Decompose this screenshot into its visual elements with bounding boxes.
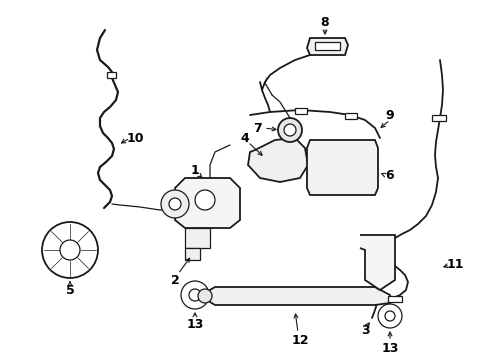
Polygon shape xyxy=(307,38,348,55)
Circle shape xyxy=(195,190,215,210)
Bar xyxy=(388,296,402,302)
Circle shape xyxy=(378,304,402,328)
Text: 10: 10 xyxy=(126,131,144,144)
Bar xyxy=(315,42,340,50)
Circle shape xyxy=(189,289,201,301)
Circle shape xyxy=(284,124,296,136)
Text: 13: 13 xyxy=(381,342,399,355)
Text: 9: 9 xyxy=(386,108,394,122)
Text: 1: 1 xyxy=(191,163,199,176)
Text: 12: 12 xyxy=(291,333,309,346)
Bar xyxy=(345,113,357,119)
Text: 3: 3 xyxy=(361,324,369,337)
Polygon shape xyxy=(248,138,308,182)
Text: 5: 5 xyxy=(66,284,74,297)
Text: 6: 6 xyxy=(386,168,394,181)
Text: 8: 8 xyxy=(320,15,329,28)
Bar xyxy=(107,72,116,78)
Circle shape xyxy=(181,281,209,309)
Text: 7: 7 xyxy=(254,122,262,135)
Bar xyxy=(295,108,307,114)
Polygon shape xyxy=(307,140,378,195)
Circle shape xyxy=(60,240,80,260)
Bar xyxy=(432,115,446,121)
Text: 2: 2 xyxy=(171,274,179,287)
Polygon shape xyxy=(175,178,240,228)
Circle shape xyxy=(198,289,212,303)
Circle shape xyxy=(42,222,98,278)
Polygon shape xyxy=(205,287,390,305)
Polygon shape xyxy=(360,235,395,290)
Circle shape xyxy=(385,311,395,321)
Circle shape xyxy=(278,118,302,142)
Polygon shape xyxy=(185,248,200,260)
Circle shape xyxy=(169,198,181,210)
Text: 4: 4 xyxy=(241,131,249,144)
Circle shape xyxy=(161,190,189,218)
Text: 13: 13 xyxy=(186,319,204,332)
Text: 11: 11 xyxy=(446,258,464,271)
Polygon shape xyxy=(185,228,210,248)
